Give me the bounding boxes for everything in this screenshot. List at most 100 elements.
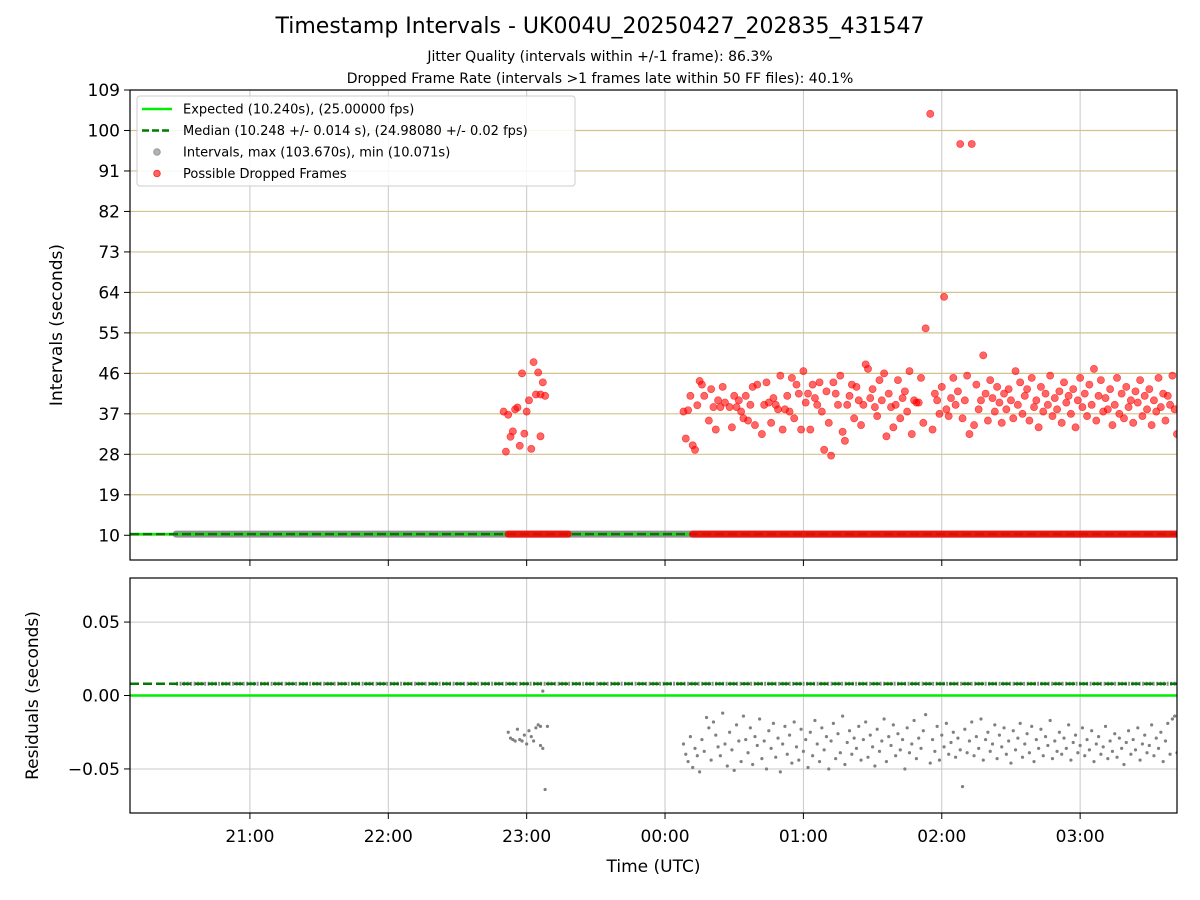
dropped-frame-point (1090, 364, 1098, 373)
residual-point (709, 758, 713, 762)
residual-point (1000, 745, 1004, 749)
residual-point (1115, 755, 1119, 759)
dropped-frame-point (776, 371, 785, 380)
dropped-frame-point (1156, 403, 1165, 411)
residual-point (1073, 733, 1078, 737)
residual-point (1009, 761, 1013, 765)
dropped-frame-point (1018, 409, 1027, 418)
time-x-tick-label: 22:00 (364, 827, 413, 847)
residual-point (1161, 759, 1165, 764)
residual-point (702, 749, 706, 753)
time-x-axis-label: Time (UTC) (606, 857, 701, 877)
residual-point (1163, 739, 1168, 743)
residual-point (751, 762, 755, 767)
dropped-frame-point (767, 418, 776, 427)
dropped-frame-point (1168, 371, 1177, 380)
dropped-frame-point (988, 394, 997, 402)
residual-point (1168, 752, 1172, 756)
residual-point (1069, 758, 1073, 762)
dropped-frame-point (1103, 405, 1112, 414)
dropped-frame-point (684, 406, 692, 415)
dropped-frame-point (1083, 412, 1091, 420)
dropped-frame-point (836, 371, 845, 380)
legend-item-4-swatch (153, 169, 161, 178)
legend-item-3-label: Intervals, max (103.670s), min (10.071s) (183, 146, 450, 161)
jitter-quality-subtitle: Jitter Quality (intervals within +/-1 fr… (427, 49, 773, 65)
residual-point (520, 739, 524, 743)
residual-point (997, 733, 1002, 737)
dropped-frame-point (783, 391, 792, 400)
residual-point (1039, 727, 1043, 731)
legend-item-1-label: Expected (10.240s), (25.00000 fps) (183, 103, 414, 118)
residual-point (914, 757, 919, 761)
dropped-frame-point (1039, 407, 1048, 416)
dropped-frame-point (1032, 396, 1041, 405)
residual-point (838, 751, 842, 755)
dropped-frame-point (1076, 373, 1085, 382)
residual-point (806, 765, 810, 770)
dropped-frame-point (1067, 409, 1075, 418)
residuals-y-axis-label: Residuals (seconds) (23, 611, 43, 780)
dropped-frame-point (513, 403, 522, 412)
residual-point (854, 746, 859, 750)
residual-point (824, 735, 829, 739)
residual-point (1041, 754, 1045, 758)
residual-point (1016, 736, 1020, 740)
residual-point (831, 721, 835, 726)
residual-point (933, 749, 937, 753)
dropped-frame-point (1034, 423, 1043, 432)
residual-point (988, 749, 992, 753)
dropped-frame-point (797, 425, 805, 434)
dropped-frame-point (954, 387, 962, 396)
residual-point (1143, 733, 1147, 737)
time-x-tick-label: 00:00 (641, 827, 690, 847)
residual-point (1037, 746, 1041, 750)
dropped-frame-point (1163, 391, 1172, 400)
residual-point (880, 739, 884, 743)
residual-point (841, 714, 845, 718)
dropped-frame-point (527, 445, 536, 453)
dropped-frame-point (1122, 382, 1131, 391)
residual-point (716, 745, 720, 749)
residual-point (1170, 717, 1174, 721)
residual-point (808, 730, 812, 734)
residual-point (797, 758, 801, 762)
dropped-frame-point (1078, 403, 1087, 411)
residual-point (1136, 726, 1140, 730)
dropped-frame-point (1138, 412, 1147, 420)
residual-point (956, 736, 960, 740)
residual-point (859, 758, 863, 762)
residual-point (1129, 752, 1133, 756)
dropped-frame-point (681, 434, 690, 443)
dropped-frame-point (1117, 389, 1126, 398)
residual-point (1117, 736, 1121, 740)
dropped-frame-point (709, 403, 718, 411)
residual-point (718, 754, 722, 758)
dropped-frame-point (972, 380, 981, 389)
dropped-frame-point (741, 391, 750, 400)
dropped-frame-point (857, 421, 865, 429)
residual-point (905, 726, 909, 730)
dropped-frame-point (884, 389, 893, 398)
dropped-frame-point (900, 387, 909, 396)
residual-point (525, 742, 529, 746)
residual-point (778, 770, 782, 774)
residual-point (861, 737, 865, 742)
residual-point (541, 746, 545, 750)
residual-point (760, 757, 764, 761)
dropped-frame-point (868, 385, 877, 393)
residual-point (792, 720, 796, 724)
dropped-frame-point (1110, 400, 1119, 409)
dropped-frame-point (841, 436, 849, 445)
residual-point (764, 767, 769, 771)
chart-title: Timestamp Intervals - UK004U_20250427_20… (275, 14, 925, 39)
legend-item-3-swatch (153, 148, 161, 156)
residuals-y-tick-label: −0.05 (68, 760, 120, 780)
dropped-frame-point (541, 391, 550, 400)
residual-point (944, 721, 948, 726)
residual-point (1050, 757, 1055, 761)
residual-point (732, 768, 736, 773)
intervals-y-tick-label: 82 (98, 202, 120, 222)
residual-point (866, 755, 870, 759)
